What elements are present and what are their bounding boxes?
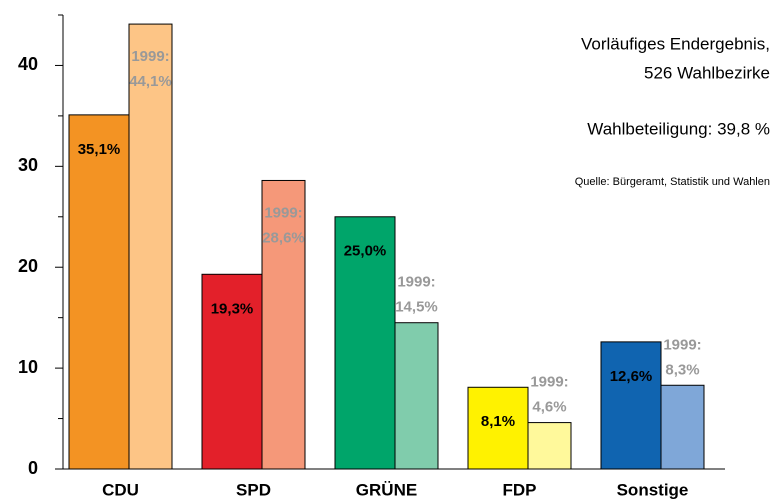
value-label: 19,3% bbox=[211, 300, 254, 317]
source: Quelle: Bürgeramt, Statistik und Wahlen bbox=[575, 176, 770, 188]
note: Wahlbeteiligung: 39,8 % bbox=[587, 119, 770, 138]
x-tick-label: Sonstige bbox=[617, 480, 689, 499]
bar bbox=[261, 179, 306, 470]
value-label: 1999: 28,6% bbox=[262, 204, 305, 246]
value-label: 1999: 4,6% bbox=[530, 374, 568, 416]
bar bbox=[201, 273, 263, 470]
y-tick-label: 10 bbox=[18, 357, 38, 377]
bar bbox=[68, 114, 130, 470]
bar bbox=[527, 422, 572, 470]
value-label: 12,6% bbox=[610, 368, 653, 385]
value-label: 35,1% bbox=[78, 141, 121, 158]
value-label: 1999: 14,5% bbox=[395, 274, 438, 316]
bar bbox=[600, 341, 662, 470]
x-tick-label: SPD bbox=[236, 480, 271, 499]
bar bbox=[467, 386, 529, 470]
y-tick-label: 20 bbox=[18, 256, 38, 276]
value-label: 8,1% bbox=[481, 413, 515, 430]
x-tick-label: GRÜNE bbox=[356, 480, 417, 499]
value-label: 1999: 8,3% bbox=[663, 336, 701, 378]
x-tick-label: FDP bbox=[503, 480, 537, 499]
y-tick-label: 40 bbox=[18, 54, 38, 74]
note: 526 Wahlbezirke bbox=[644, 63, 770, 82]
bar bbox=[128, 23, 173, 470]
bar bbox=[394, 322, 439, 470]
note: Vorläufiges Endergebnis, bbox=[581, 34, 770, 53]
value-label: 1999: 44,1% bbox=[129, 48, 172, 90]
x-tick-label: CDU bbox=[102, 480, 139, 499]
value-label: 25,0% bbox=[344, 243, 387, 260]
y-tick-label: 0 bbox=[28, 458, 38, 478]
bar bbox=[660, 384, 705, 470]
bar bbox=[334, 216, 396, 470]
y-tick-label: 30 bbox=[18, 155, 38, 175]
